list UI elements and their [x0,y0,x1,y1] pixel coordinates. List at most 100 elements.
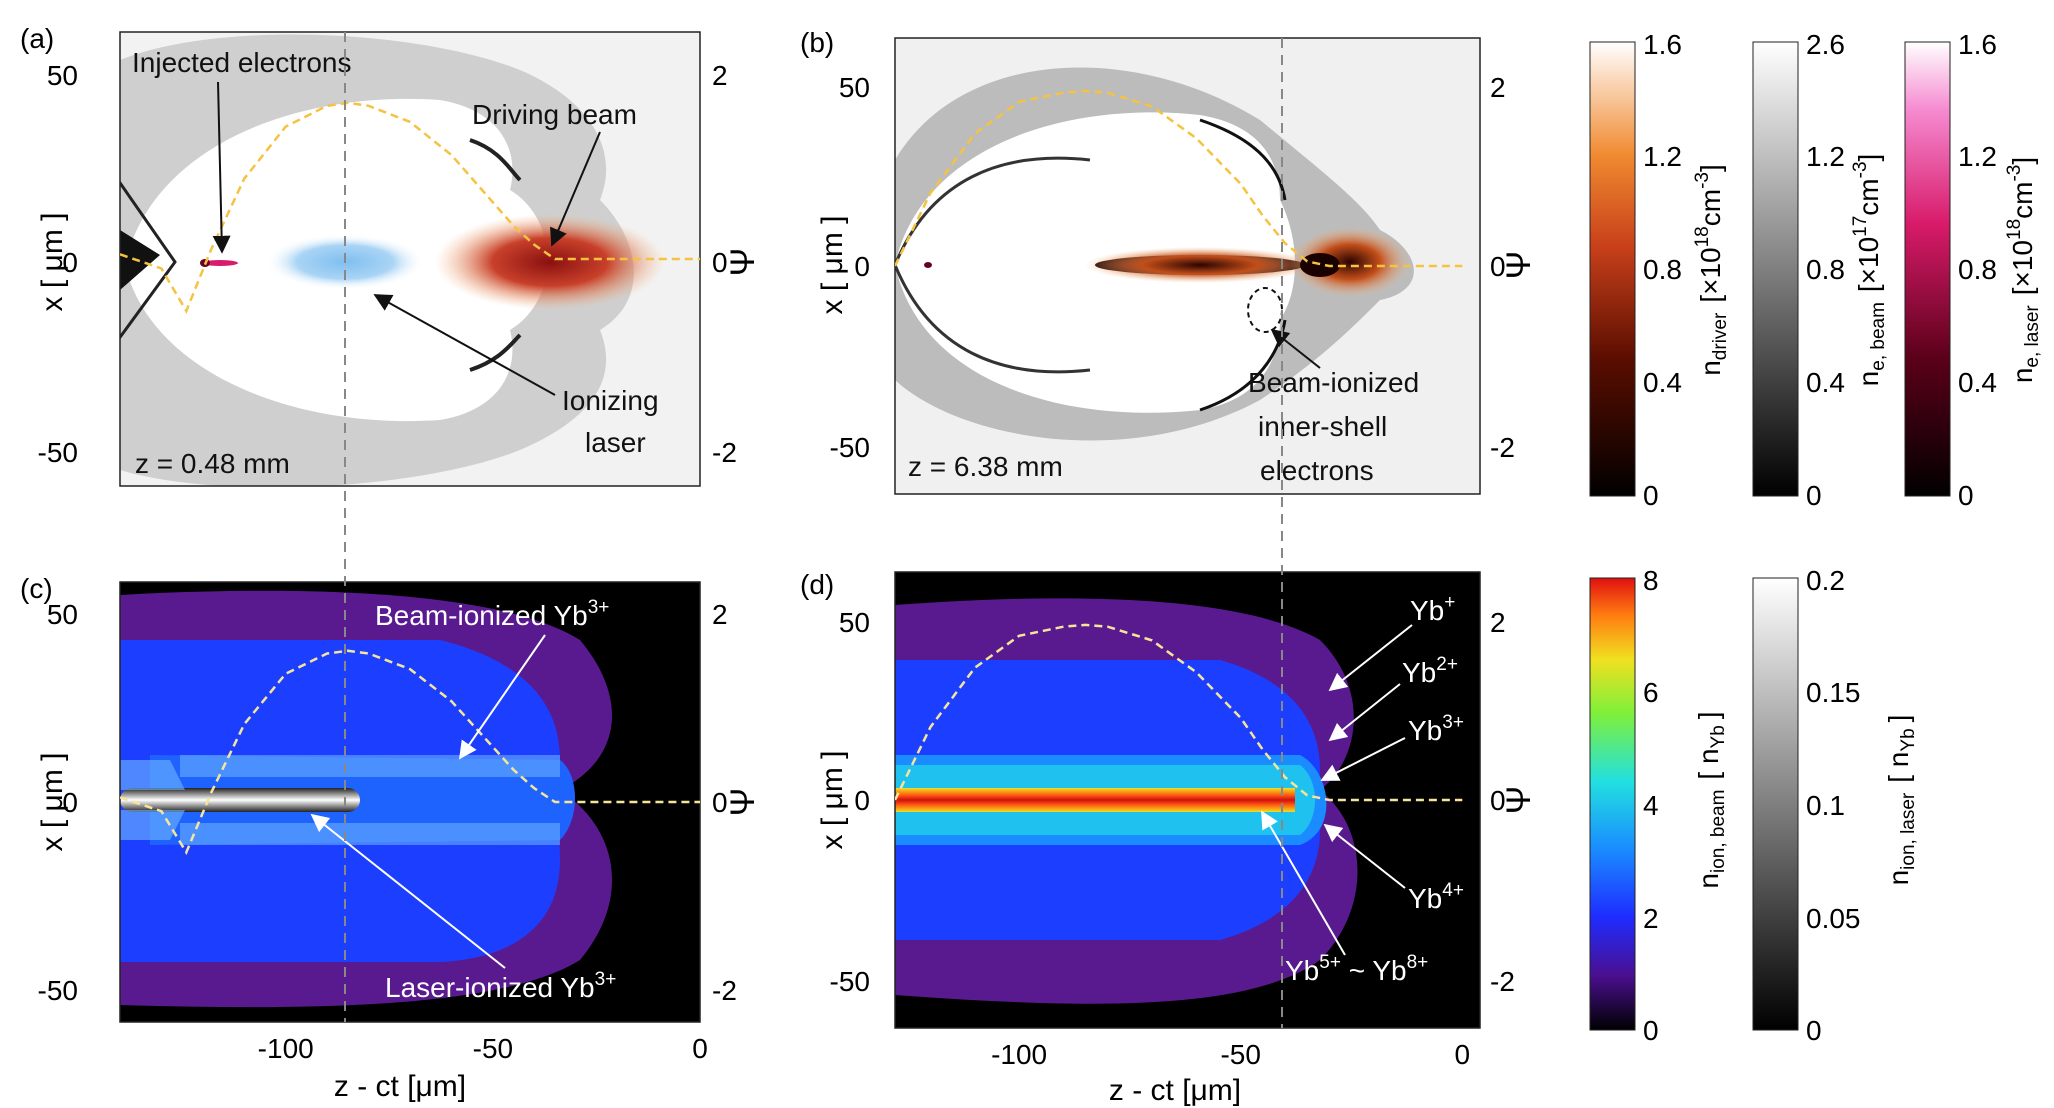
xtick-d-neg100: -100 [991,1039,1047,1070]
cb-driver-label: ndriver [×1018cm-3] [1692,164,1731,376]
ytick-d-neg50: -50 [830,966,870,997]
cb-beam-label-exp2: -3 [1850,161,1871,178]
xtick-d-neg50: -50 [1220,1039,1260,1070]
xtick-c-0: 0 [692,1033,708,1064]
cb-ionbeam-tick-3: 6 [1643,677,1659,708]
ylabel-c: x [ μm ] [36,753,69,852]
cb-beam-label-n: n [1853,371,1884,387]
annotation-laser-ionized-sup: 3+ [595,969,617,990]
cb-driver-tick-0: 0 [1643,480,1659,511]
cb-ionbeam-label-n: n [1693,873,1724,889]
panel-label-a: (a) [20,23,54,54]
cb-beam-label-sub: e, beam [1868,302,1889,371]
cb-laser-label-unit2: cm [2007,182,2038,219]
y2label-a: Ψ [724,248,762,276]
cb-ionbeam-label-sub2: Yb [1708,725,1729,748]
panel-c: (c) Beam-ionized Yb3+ Laser-ionized Yb3+… [20,573,762,1103]
cb-ionbeam-tick-2: 4 [1643,790,1659,821]
cb-laser-tick-1: 0.4 [1958,367,1997,398]
y2label-d: Ψ [1500,786,1538,814]
annotation-yb5-sup: 5+ [1319,952,1341,973]
ytick-a-0: 0 [62,247,78,278]
cb-beam-tick-1: 0.4 [1806,367,1845,398]
y2tick-d-0: 0 [1490,785,1506,816]
ticks-c: 50 0 -50 2 0 -2 -100 -50 0 [38,599,737,1064]
annotation-inner-shell: inner-shell [1258,411,1387,442]
annotation-injected-electrons: Injected electrons [132,47,351,78]
annotation-yb4: Yb4+ [1408,880,1464,914]
cb-driver-label-close: ] [1695,164,1726,172]
annotation-z-a: z = 0.48 mm [135,448,290,479]
y2tick-b-0: 0 [1490,251,1506,282]
ticks-b: 50 0 -50 2 0 -2 [830,72,1515,463]
ytick-d-50: 50 [839,607,870,638]
xlabel-d: z - ct [μm] [1109,1074,1241,1107]
annotation-yb3-text: Yb [1408,715,1442,746]
cb-ionlaser-label-sub: ion, laser [1898,792,1919,870]
annotation-yb8-sup: 8+ [1407,952,1429,973]
cb-driver-label-sub: driver [1710,312,1731,360]
arrow-beam-ionized [458,634,546,760]
panel-a-heatmap [120,32,700,486]
cb-beam-tick-3: 1.2 [1806,141,1845,172]
cb-beam-label-unit2: cm [1853,178,1884,215]
y2tick-d-neg2: -2 [1490,966,1515,997]
arrow-injected [212,81,231,254]
cb-ionlaser-label-unit: [ n [1883,752,1914,783]
cb-laser-label-exp: 18 [2004,219,2025,240]
annotation-yb1-text: Yb [1410,595,1444,626]
cb-ionbeam-label-unit: [ n [1693,748,1724,779]
annotation-yb5-text: Yb [1285,955,1319,986]
ytick-b-neg50: -50 [830,432,870,463]
cb-ionbeam-tick-0: 0 [1643,1015,1659,1046]
ytick-a-neg50: -50 [38,437,78,468]
y2tick-d-2: 2 [1490,607,1506,638]
colorbar-ion-laser: 0.2 0.15 0.1 0.05 0 nion, laser [ nYb] [1752,565,1919,1046]
cb-ionlaser-tick-0: 0 [1806,1015,1822,1046]
annotation-ionizing-laser-1: Ionizing [562,385,659,416]
colorbar-laser-gradient [1904,41,1951,497]
ylabel-a: x [ μm ] [36,213,69,312]
annotation-yb8-text: ~ Yb [1341,955,1407,986]
colorbar-laser: 1.6 1.2 0.8 0.4 0 ne, laser [×1018cm-3] [1904,29,2043,511]
cb-ionlaser-tick-4: 0.2 [1806,565,1845,596]
ticks-d: 50 0 -50 2 0 -2 -100 -50 0 [830,607,1515,1070]
cb-beam-tick-0: 0 [1806,480,1822,511]
cb-ionlaser-label-close: ] [1883,715,1914,723]
annotation-laser-ionized-text: Laser-ionized Yb [385,972,595,1003]
cb-laser-tick-2: 0.8 [1958,254,1997,285]
colorbar-driver-gradient [1589,41,1636,497]
panel-b-heatmap [895,38,1480,494]
ytick-a-50: 50 [47,60,78,91]
annotation-yb4-text: Yb [1408,883,1442,914]
cb-beam-label-unit: [×10 [1853,237,1884,292]
cb-driver-label-exp2: -3 [1692,172,1713,189]
annotation-yb2: Yb2+ [1402,654,1458,688]
cb-ionbeam-label: nion, beam [ nYb] [1693,711,1729,888]
cb-beam-label-close: ] [1853,154,1884,162]
cb-ionlaser-label-sub2: Yb [1898,728,1919,751]
cb-ionbeam-tick-1: 2 [1643,903,1659,934]
cb-laser-label: ne, laser [×1018cm-3] [2004,157,2043,383]
cb-ionbeam-tick-4: 8 [1643,565,1659,596]
cb-ionbeam-label-close: ] [1693,711,1724,719]
cb-beam-tick-2: 0.8 [1806,254,1845,285]
annotation-electrons: electrons [1260,455,1374,486]
cb-driver-label-unit: [×10 [1695,247,1726,302]
psi-curve-c [120,649,700,856]
psi-curve-a [120,101,700,314]
panel-d: (d) Yb+ Yb2+ Yb3+ Yb4+ Yb5+ ~ Yb8+ 50 0 … [800,569,1538,1107]
xtick-c-neg100: -100 [258,1033,314,1064]
cb-ionbeam-label-sub: ion, beam [1708,790,1729,873]
cb-laser-label-n: n [2007,368,2038,384]
cb-driver-tick-4: 1.6 [1643,29,1682,60]
ytick-d-0: 0 [854,785,870,816]
annotation-beam-ionized-text: Beam-ionized Yb [375,600,588,631]
arrow-driving [550,131,601,247]
annotation-yb2-sup: 2+ [1436,654,1458,675]
panel-b: (b) Beam-ionized inner-shell electrons z… [800,27,1538,495]
ticks-a: 50 0 -50 2 0 -2 [38,60,737,468]
arrow-inner-shell [1270,328,1321,369]
annotation-yb5-8: Yb5+ ~ Yb8+ [1285,952,1428,986]
